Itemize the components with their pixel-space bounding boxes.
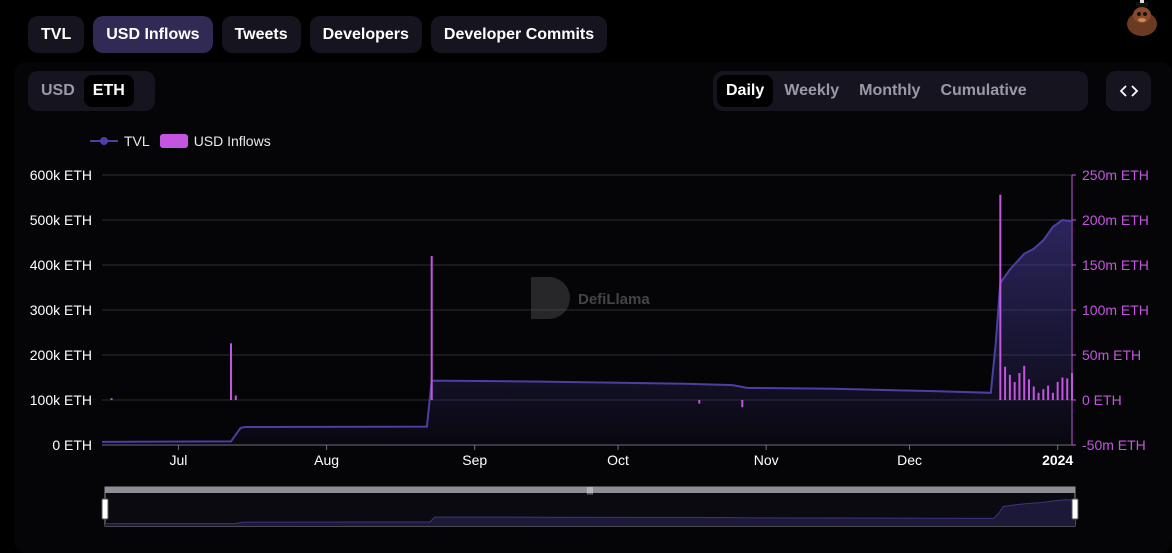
period-weekly[interactable]: Weekly [784,82,840,99]
legend-label-tvl: TVL [124,133,150,149]
inflow-bar [999,194,1002,400]
slider-top-bar [105,487,1075,493]
period-selector: Daily Weekly Monthly Cumulative [713,71,1088,111]
left-tick-label: 100k ETH [30,392,92,408]
legend-item-usd-inflows[interactable]: USD Inflows [159,133,271,149]
period-daily[interactable]: Daily [717,75,774,107]
right-tick-label: 250m ETH [1082,167,1149,183]
inflow-bar [1047,385,1050,400]
denomination-toggle: USD ETH [28,71,155,111]
inflow-bar [230,343,233,400]
x-tick-label: Sep [462,452,487,468]
inflow-bar [1004,366,1007,400]
inflow-bar [698,400,701,404]
x-tick-label: Dec [897,452,922,468]
slider-preview-line [104,499,1076,525]
inflow-bar [741,400,744,408]
inflow-bar [1023,365,1026,400]
left-tick-label: 200k ETH [30,347,92,363]
left-tick-label: 500k ETH [30,212,92,228]
right-tick-label: -50m ETH [1082,437,1146,453]
user-avatar-icon[interactable] [1122,0,1162,38]
right-tick-label: 0 ETH [1082,392,1122,408]
inflow-bar [1018,373,1021,400]
x-tick-label: Nov [754,452,779,468]
embed-button[interactable] [1106,71,1151,111]
inflow-bar [1056,382,1059,400]
left-y-axis: 0 ETH 100k ETH 200k ETH 300k ETH 400k ETH 500… [30,167,92,453]
x-axis: Jul Aug Sep Oct Nov Dec 2024 [102,444,1073,468]
defillama-watermark: DefiLlama [531,277,650,319]
right-tick-label: 200m ETH [1082,212,1149,228]
legend-line-marker [90,137,118,145]
tvl-line [101,218,1073,443]
tab-developers[interactable]: Developers [309,16,422,53]
tab-developer-commits[interactable]: Developer Commits [430,16,608,53]
right-tick-label: 50m ETH [1082,347,1141,363]
inflow-bar [1061,377,1064,400]
legend-label-usd-inflows: USD Inflows [193,133,271,149]
left-tick-label: 0 ETH [52,437,92,453]
right-tick-label: 100m ETH [1082,302,1149,318]
toggle-eth[interactable]: ETH [83,75,134,107]
slider-preview-area [105,499,1075,526]
x-tick-label: 2024 [1042,452,1073,468]
slider-left-handle[interactable] [101,498,109,520]
x-tick-label: Oct [607,452,629,468]
inflow-bar [1027,379,1030,400]
tab-tweets[interactable]: Tweets [221,16,301,53]
watermark-text: DefiLlama [578,291,650,308]
tvl-series [101,218,1073,445]
slider-right-handle[interactable] [1071,498,1079,520]
inflow-bar [234,395,237,400]
toggle-usd[interactable]: USD [41,82,75,99]
period-cumulative[interactable]: Cumulative [940,82,1027,99]
inflow-bar [1013,382,1016,400]
code-brackets-icon [1119,85,1138,97]
inflow-bar [110,398,113,400]
right-y-axis: -50m ETH 0 ETH 50m ETH 100m ETH 150m ETH 200m… [1071,167,1149,453]
left-tick-label: 600k ETH [30,167,92,183]
chart-panel [14,62,1172,553]
period-monthly[interactable]: Monthly [859,82,921,99]
zoom-slider[interactable]: ||| [101,486,1079,527]
tvl-area [102,220,1072,445]
slider-grip-icon: ||| [587,486,593,495]
tab-usd-inflows[interactable]: USD Inflows [93,16,213,53]
inflow-bar [1042,389,1045,400]
inflow-bar [1051,392,1054,400]
left-tick-label: 300k ETH [30,302,92,318]
legend-item-tvl[interactable]: TVL [90,133,150,149]
inflow-bar [1008,374,1011,400]
chart-tabs: TVL USD Inflows Tweets Developers Develo… [28,16,608,53]
inflow-bar [1066,378,1069,400]
x-tick-label: Jul [170,452,188,468]
tab-tvl[interactable]: TVL [28,16,85,53]
inflow-bar [430,256,433,400]
chart-legend: TVL USD Inflows [90,133,271,149]
left-tick-label: 400k ETH [30,257,92,273]
inflow-bar [1037,392,1040,400]
inflow-bar [1032,386,1035,400]
inflow-bar [1071,373,1073,400]
x-tick-label: Aug [314,452,339,468]
right-tick-label: 150m ETH [1082,257,1149,273]
usd-inflows-series [110,194,1073,408]
legend-bar-marker [159,134,188,148]
